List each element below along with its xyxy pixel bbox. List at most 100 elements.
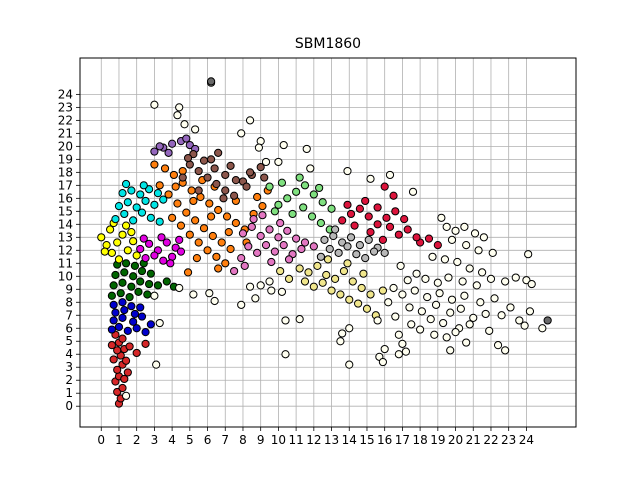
scatter-point — [309, 190, 318, 199]
scatter-point — [279, 140, 288, 150]
scatter-point — [191, 216, 200, 225]
scatter-point — [238, 229, 248, 238]
scatter-point — [123, 246, 132, 255]
scatter-point — [330, 274, 340, 283]
scatter-series — [265, 173, 336, 234]
scatter-point — [474, 246, 483, 255]
scatter-point — [251, 294, 260, 303]
scatter-point — [219, 194, 228, 203]
scatter-point — [472, 281, 481, 290]
scatter-point — [488, 248, 497, 257]
scatter-series — [111, 179, 168, 226]
scatter-point — [318, 278, 327, 287]
scatter-point — [121, 391, 131, 400]
scatter-point — [208, 231, 217, 241]
scatter-point — [403, 225, 412, 234]
plot-area-frame — [79, 57, 577, 428]
scatter-point — [159, 195, 168, 204]
scatter-point — [162, 238, 171, 247]
scatter-point — [175, 235, 184, 244]
x-tick-label: 22 — [483, 433, 498, 447]
scatter-point — [237, 253, 246, 263]
scatter-point — [373, 316, 382, 325]
scatter-point — [175, 283, 184, 293]
scatter-point — [261, 241, 271, 250]
scatter-point — [440, 255, 450, 264]
scatter-point — [221, 186, 230, 195]
scatter-point — [143, 290, 152, 299]
scatter-point — [134, 287, 143, 296]
scatter-point — [490, 294, 499, 303]
scatter-point — [343, 242, 352, 251]
scatter-point — [412, 233, 421, 242]
scatter-point — [127, 228, 136, 237]
x-tick-label: 24 — [519, 433, 534, 447]
scatter-point — [478, 268, 487, 277]
y-tick-label: 12 — [58, 243, 73, 257]
scatter-point — [107, 341, 116, 350]
x-tick-label: 7 — [221, 433, 229, 447]
scatter-point — [297, 244, 306, 254]
scatter-point — [173, 199, 182, 208]
scatter-point — [146, 320, 155, 329]
x-tick-label: 6 — [204, 433, 212, 447]
scatter-point — [153, 189, 163, 198]
scatter-point — [206, 155, 216, 164]
scatter-point — [245, 116, 255, 125]
scatter-point — [396, 261, 405, 270]
scatter-point — [460, 291, 469, 300]
x-tick-label: 9 — [257, 433, 265, 447]
scatter-point — [276, 266, 285, 276]
scatter-point — [144, 239, 154, 248]
y-tick-label: 20 — [58, 139, 73, 153]
scatter-point — [339, 266, 349, 276]
scatter-point — [120, 209, 129, 219]
x-tick-label: 13 — [324, 433, 339, 447]
scatter-point — [121, 221, 131, 230]
scatter-point — [525, 307, 535, 316]
scatter-point — [292, 187, 301, 196]
scatter-point — [439, 318, 448, 328]
scatter-point — [206, 77, 216, 86]
scatter-point — [226, 161, 235, 170]
scatter-point — [129, 216, 138, 225]
scatter-point — [366, 174, 375, 183]
scatter-point — [205, 289, 214, 298]
scatter-point — [378, 357, 388, 367]
scatter-point — [187, 186, 196, 195]
scatter-point — [366, 290, 375, 299]
scatter-point — [160, 164, 170, 173]
scatter-point — [118, 278, 127, 287]
scatter-point — [130, 261, 140, 270]
scatter-point — [276, 218, 285, 228]
scatter-point — [168, 213, 177, 222]
scatter-point — [453, 257, 462, 267]
scatter-point — [100, 247, 109, 256]
scatter-point — [315, 183, 324, 193]
scatter-point — [136, 190, 145, 199]
scatter-point — [306, 164, 315, 173]
scatter-series — [150, 134, 200, 157]
scatter-point — [410, 286, 419, 295]
scatter-point — [348, 277, 357, 286]
scatter-point — [150, 160, 159, 169]
scatter-point — [343, 200, 352, 209]
scatter-point — [323, 255, 333, 264]
scatter-point — [380, 344, 389, 354]
scatter-point — [191, 125, 200, 134]
scatter-point — [194, 238, 203, 247]
scatter-point — [300, 181, 310, 190]
x-tick-label: 18 — [412, 433, 427, 447]
scatter-point — [150, 251, 159, 260]
scatter-point — [106, 225, 115, 234]
x-axis-ticks: 0 1 2 3 4 5 6 7 8 9 10 11 12 13 14 15 16 17 18 19 20 21 22 23 24 — [97, 427, 534, 447]
scatter-point — [316, 218, 326, 228]
scatter-point — [139, 181, 148, 190]
scatter-point — [497, 311, 506, 320]
y-tick-label: 0 — [65, 399, 73, 413]
scatter-point — [373, 203, 382, 212]
scatter-point — [183, 268, 193, 277]
scatter-point — [343, 166, 352, 176]
scatter-point — [302, 144, 311, 154]
